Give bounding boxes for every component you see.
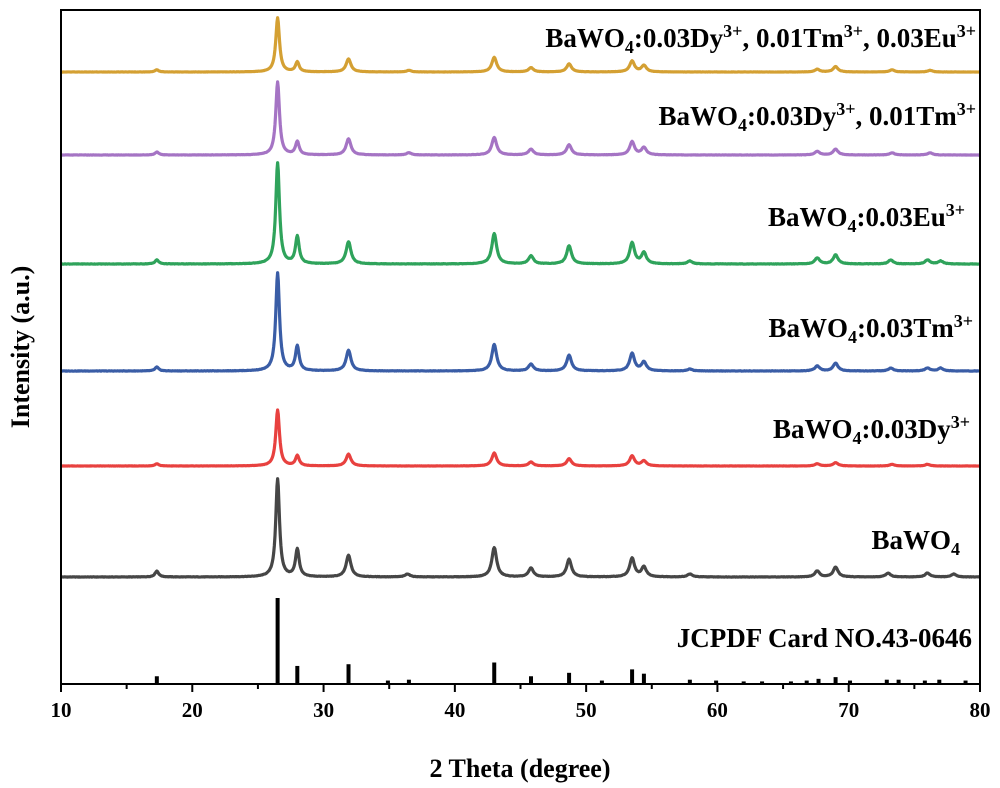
plot-content: BaWO4 BaWO4:0.03Dy3+ BaWO4:0.03Tm3+ BaWO4:0…	[60, 16, 981, 684]
series-5: BaWO4:0.03Dy3+, 0.01Tm3+, 0.03Eu3+	[60, 16, 981, 74]
series-line	[60, 16, 981, 74]
series-label: BaWO4:0.03Dy3+	[773, 412, 970, 448]
series-line	[60, 477, 981, 579]
series-line	[60, 161, 981, 266]
series-line	[60, 80, 981, 157]
x-tick-label: 10	[51, 698, 72, 722]
series-2: BaWO4:0.03Tm3+	[60, 271, 981, 373]
series-line	[60, 271, 981, 373]
series-label: BaWO4:0.03Eu3+	[768, 200, 965, 236]
series-label: BaWO4	[871, 525, 960, 559]
x-tick-label: 50	[576, 698, 597, 722]
series-3: BaWO4:0.03Eu3+	[60, 161, 981, 266]
series-label: BaWO4:0.03Dy3+, 0.01Tm3+, 0.03Eu3+	[545, 21, 976, 57]
x-axis-ticks: 10 20 30 40 50 60 70 80	[51, 684, 991, 722]
series-label: BaWO4:0.03Tm3+	[768, 311, 973, 347]
x-tick-label: 30	[313, 698, 334, 722]
x-tick-label: 60	[707, 698, 728, 722]
series-line	[60, 408, 981, 468]
x-tick-label: 20	[182, 698, 203, 722]
y-axis-title: Intensity (a.u.)	[6, 266, 35, 429]
x-tick-label: 80	[970, 698, 991, 722]
series-0: BaWO4	[60, 477, 981, 579]
x-axis-title: 2 Theta (degree)	[430, 754, 611, 783]
x-tick-label: 40	[444, 698, 465, 722]
series-4: BaWO4:0.03Dy3+, 0.01Tm3+	[60, 80, 981, 157]
reference-pattern: JCPDF Card NO.43-0646	[154, 598, 972, 684]
series-label: BaWO4:0.03Dy3+, 0.01Tm3+	[658, 99, 976, 135]
series-1: BaWO4:0.03Dy3+	[60, 408, 981, 468]
reference-label: JCPDF Card NO.43-0646	[677, 623, 972, 653]
x-tick-label: 70	[838, 698, 859, 722]
